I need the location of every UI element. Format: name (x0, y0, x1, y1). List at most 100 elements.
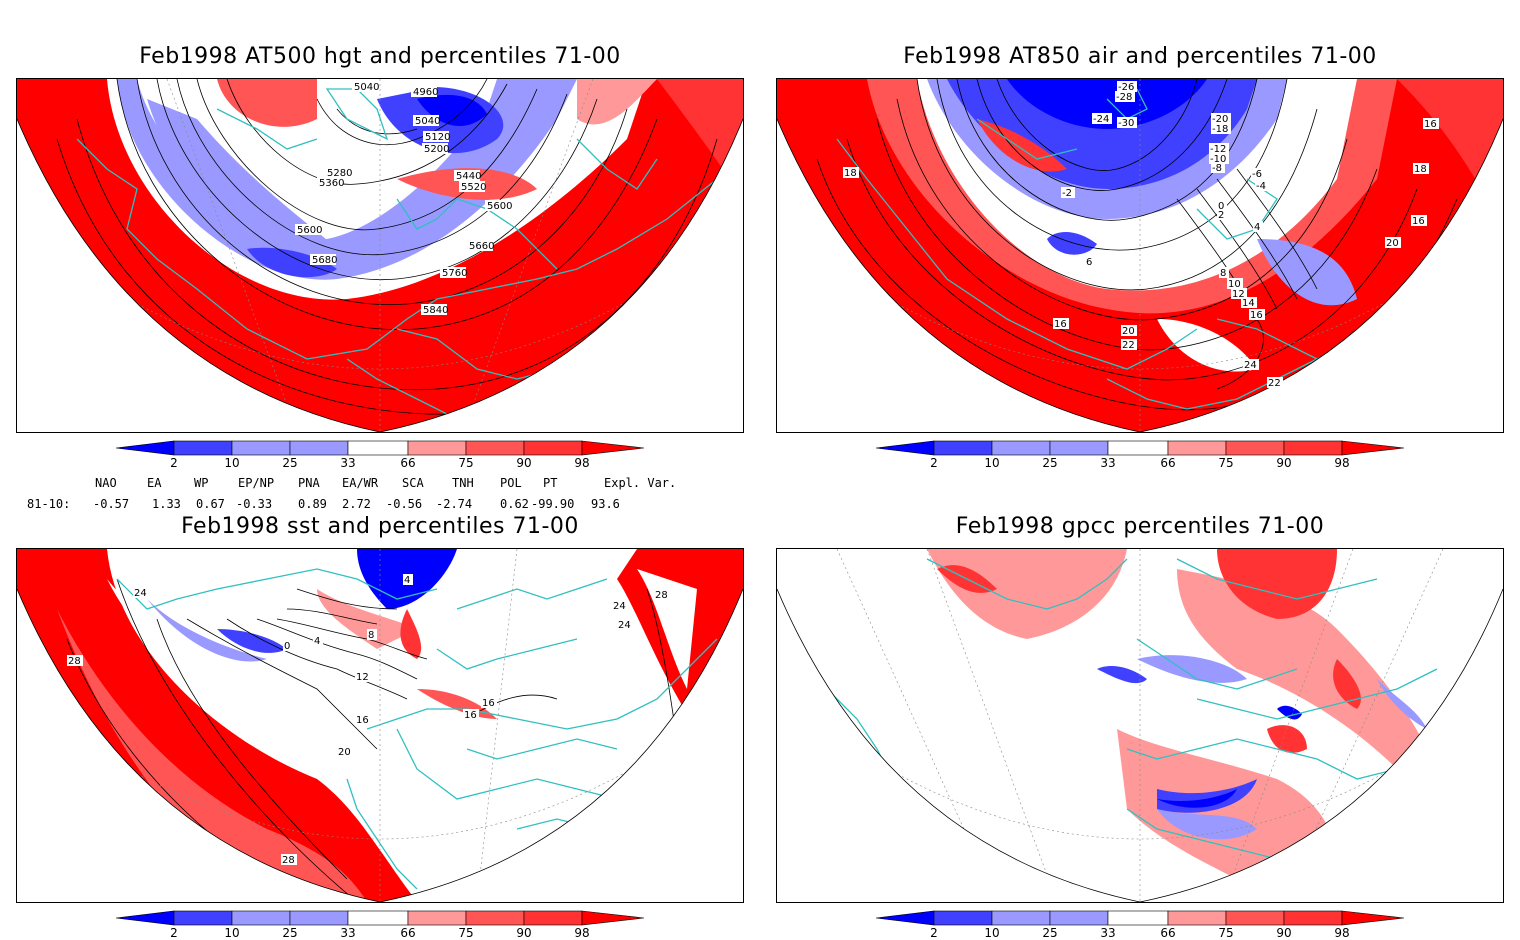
contour-label: 0 (284, 641, 290, 652)
panel-title-sst: Feb1998 sst and percentiles 71-00 (181, 514, 579, 539)
index-header: TNH (452, 476, 474, 490)
contour-label: -8 (1212, 163, 1222, 174)
panel-title-gpcc: Feb1998 gpcc percentiles 71-00 (955, 514, 1325, 539)
contour-label: -12 (1210, 144, 1226, 155)
index-header: NAO (95, 476, 117, 490)
colorbar-swatches (875, 910, 1405, 926)
contour-label: 5600 (297, 225, 322, 236)
colorbar-swatches (875, 440, 1405, 456)
contour-label: 20 (1386, 238, 1399, 249)
colorbar-tick-label: 2 (170, 926, 178, 940)
colorbar-bottom-right: 2 10 25 33 66 75 90 98 (875, 910, 1405, 940)
contour-label: 5600 (487, 201, 512, 212)
contour-label: 0 (1218, 201, 1224, 212)
colorbar-swatch (465, 440, 525, 456)
index-header: EA/WR (342, 476, 379, 490)
contour-label: 16 (1424, 119, 1437, 130)
colorbar-tick-label: 33 (1100, 456, 1116, 470)
colorbar-swatch (1225, 910, 1285, 926)
contour-label: 20 (1122, 326, 1135, 337)
contour-label: -26 (1118, 82, 1134, 93)
colorbar-tick-label: 33 (340, 456, 356, 470)
contour-label: 4 (404, 575, 410, 586)
colorbar-tick-label: 10 (224, 926, 240, 940)
index-value: -99.90 (531, 497, 575, 511)
contour-label: 28 (655, 590, 668, 601)
colorbar-tick-label: 66 (1160, 456, 1176, 470)
contour-label: 22 (1122, 340, 1135, 351)
colorbar-swatch (1167, 440, 1227, 456)
contour-label: 2 (1218, 210, 1224, 221)
index-header: EA (147, 476, 162, 490)
colorbar-swatch (173, 910, 233, 926)
contour-label: 28 (68, 656, 81, 667)
index-value: 2.72 (342, 497, 371, 511)
colorbar-swatch (875, 910, 935, 926)
panel-title-air850: Feb1998 AT850 air and percentiles 71-00 (903, 44, 1377, 69)
contour-label: 4 (314, 636, 320, 647)
contour-label: 5360 (319, 178, 344, 189)
colorbar-tick-label: 98 (1334, 456, 1350, 470)
index-header: Expl. Var. (604, 476, 677, 490)
colorbar-tick-label: 25 (282, 926, 298, 940)
colorbar-swatch (933, 440, 993, 456)
colorbar-swatch (115, 910, 175, 926)
index-header: PNA (298, 476, 320, 490)
map-panel-air850: -26 -28 -30 -24 -20 -18 -12 -10 -8 -6 -4… (776, 78, 1504, 433)
index-header: SCA (402, 476, 424, 490)
contour-label: 20 (338, 747, 351, 758)
colorbar-swatch (1049, 910, 1109, 926)
colorbar-tick-label: 66 (1160, 926, 1176, 940)
contour-label: -10 (1210, 154, 1226, 165)
colorbar-swatch (231, 440, 291, 456)
colorbar-tick-label: 10 (224, 456, 240, 470)
colorbar-swatch (1283, 440, 1343, 456)
colorbar-swatch (991, 910, 1051, 926)
colorbar-swatch (1167, 910, 1227, 926)
contour-label: 24 (618, 620, 631, 631)
colorbar-tick-label: 66 (400, 456, 416, 470)
contour-label: -30 (1118, 118, 1134, 129)
contour-label: 8 (368, 630, 374, 641)
colorbar-tick-label: 98 (574, 926, 590, 940)
colorbar-tick-label: 66 (400, 926, 416, 940)
contour-label: 24 (613, 601, 626, 612)
contour-label: 16 (356, 715, 369, 726)
colorbar-swatch (933, 910, 993, 926)
colorbar-swatch (1107, 440, 1169, 456)
colorbar-swatch (1225, 440, 1285, 456)
index-header: WP (194, 476, 209, 490)
contour-label: 24 (1244, 360, 1257, 371)
contour-label: 5760 (442, 268, 467, 279)
colorbar-swatch (1341, 440, 1405, 456)
colorbar-tick-label: 25 (1042, 456, 1058, 470)
colorbar-swatch (465, 910, 525, 926)
colorbar-swatch (347, 440, 409, 456)
colorbar-tick-label: 98 (574, 456, 590, 470)
contour-label: 10 (1228, 279, 1241, 290)
contour-label: -2 (1062, 188, 1072, 199)
colorbar-top-right: 2 10 25 33 66 75 90 98 (875, 440, 1405, 470)
contour-label: 16 (464, 710, 477, 721)
colorbar-tick-label: 33 (1100, 926, 1116, 940)
index-header: PT (543, 476, 558, 490)
colorbar-tick-label: 90 (1276, 456, 1292, 470)
colorbar-tick-label: 33 (340, 926, 356, 940)
colorbar-swatch (115, 440, 175, 456)
contour-label: 8 (1220, 268, 1226, 279)
colorbar-swatch (523, 440, 583, 456)
contour-label: 5040 (354, 82, 379, 93)
contour-label: 5660 (469, 241, 494, 252)
colorbar-swatch (289, 910, 349, 926)
contour-label: 28 (282, 855, 295, 866)
contour-label: 16 (482, 698, 495, 709)
contour-label: 18 (844, 168, 857, 179)
colorbar-tick-label: 75 (1218, 456, 1234, 470)
colorbar-swatch (347, 910, 409, 926)
contour-label: 5200 (424, 144, 449, 155)
map-panel-sst: 24 28 0 4 8 12 16 20 24 28 16 16 4 24 28 (16, 548, 744, 903)
contour-label: 5840 (423, 305, 448, 316)
colorbar-tick-label: 2 (170, 456, 178, 470)
contour-label: 16 (1412, 216, 1425, 227)
colorbar-tick-label: 75 (458, 456, 474, 470)
